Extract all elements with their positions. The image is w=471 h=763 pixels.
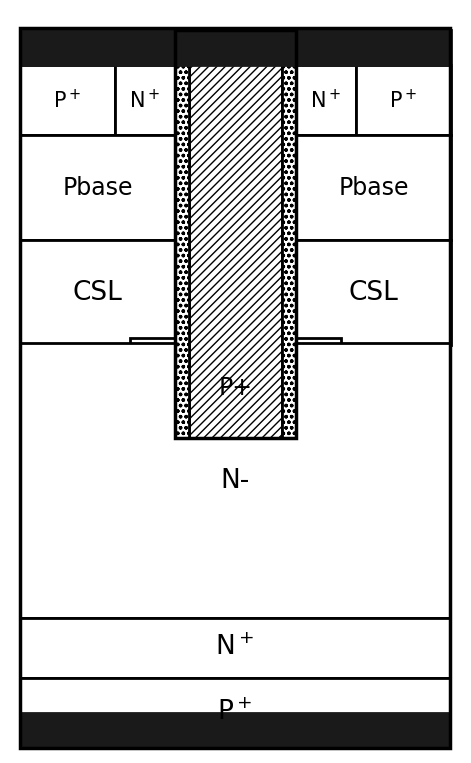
Bar bbox=[130, 338, 341, 438]
Bar bbox=[175, 30, 189, 438]
Bar bbox=[20, 240, 175, 345]
Bar bbox=[20, 343, 450, 618]
Text: P$^+$: P$^+$ bbox=[390, 89, 418, 111]
Text: Pbase: Pbase bbox=[62, 175, 133, 199]
Bar bbox=[296, 135, 451, 240]
Text: N$^+$: N$^+$ bbox=[310, 89, 341, 111]
Text: CSL: CSL bbox=[349, 279, 398, 305]
Text: N$^+$: N$^+$ bbox=[215, 635, 255, 662]
Text: P$^+$: P$^+$ bbox=[217, 700, 253, 726]
Bar bbox=[175, 30, 296, 65]
Bar bbox=[282, 30, 296, 438]
Bar bbox=[189, 30, 282, 438]
Bar bbox=[115, 65, 175, 135]
Bar bbox=[175, 30, 296, 438]
Text: Pbase: Pbase bbox=[338, 175, 409, 199]
Bar bbox=[20, 618, 450, 678]
Bar bbox=[356, 65, 451, 135]
Bar bbox=[296, 240, 451, 345]
Text: N-: N- bbox=[220, 468, 250, 494]
Bar bbox=[20, 135, 175, 240]
Text: P+: P+ bbox=[219, 376, 252, 400]
Bar bbox=[296, 30, 451, 65]
Text: CSL: CSL bbox=[73, 279, 122, 305]
Text: N$^+$: N$^+$ bbox=[130, 89, 161, 111]
Bar bbox=[296, 65, 356, 135]
Bar bbox=[20, 30, 175, 65]
Text: P$^+$: P$^+$ bbox=[53, 89, 81, 111]
Bar bbox=[20, 65, 115, 135]
Bar bbox=[20, 713, 450, 748]
Bar bbox=[20, 678, 450, 748]
